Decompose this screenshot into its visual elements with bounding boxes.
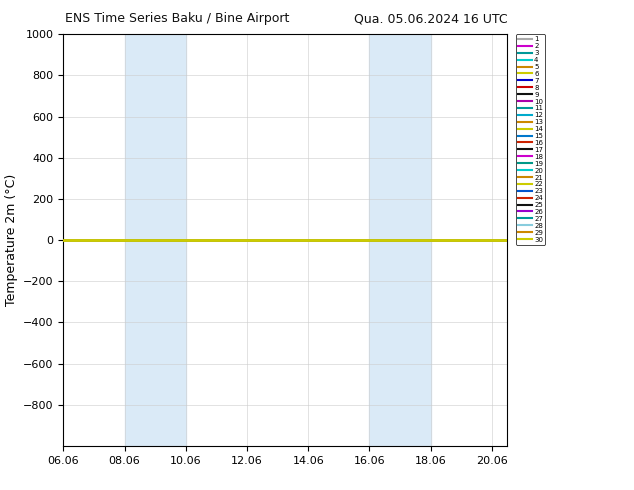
Text: ENS Time Series Baku / Bine Airport: ENS Time Series Baku / Bine Airport: [65, 12, 290, 25]
Bar: [370, 34, 430, 446]
Legend: 1, 2, 3, 4, 5, 6, 7, 8, 9, 10, 11, 12, 13, 14, 15, 16, 17, 18, 19, 20, 21, 22, 2: 1, 2, 3, 4, 5, 6, 7, 8, 9, 10, 11, 12, 1…: [516, 34, 545, 245]
Y-axis label: Temperature 2m (°C): Temperature 2m (°C): [4, 174, 18, 306]
Text: Qua. 05.06.2024 16 UTC: Qua. 05.06.2024 16 UTC: [354, 12, 508, 25]
Bar: [125, 34, 186, 446]
